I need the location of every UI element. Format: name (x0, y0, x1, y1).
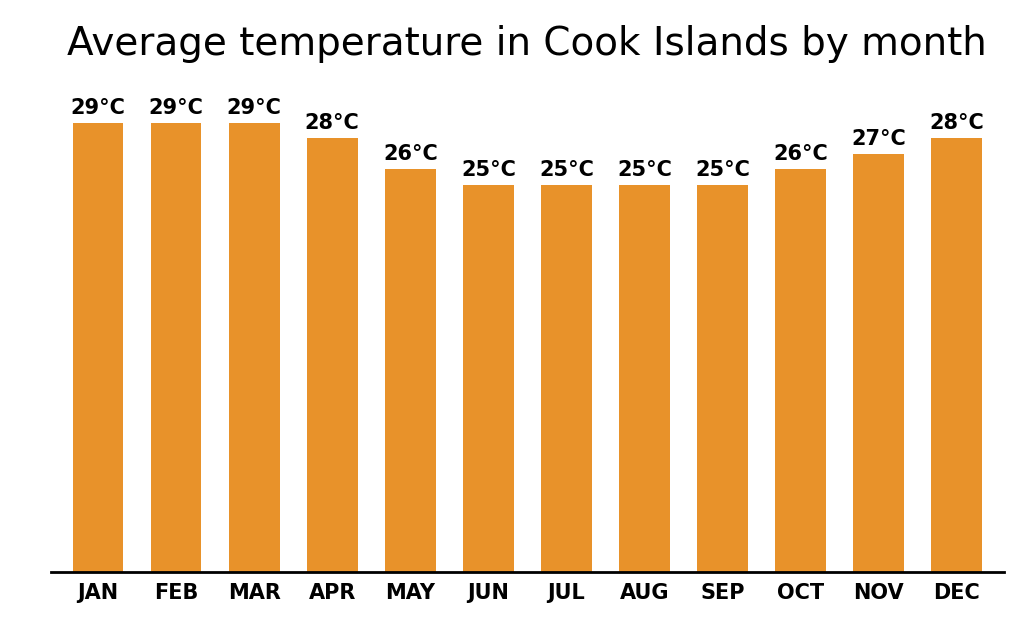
Text: 26°C: 26°C (383, 144, 437, 164)
Bar (541, 185, 592, 572)
Text: 25°C: 25°C (617, 160, 672, 180)
Bar (151, 123, 202, 572)
Text: 28°C: 28°C (305, 114, 359, 133)
Text: 29°C: 29°C (71, 98, 126, 118)
Bar (931, 138, 982, 572)
Text: 28°C: 28°C (930, 114, 984, 133)
Bar (228, 123, 280, 572)
Text: 25°C: 25°C (461, 160, 516, 180)
Bar (853, 154, 904, 572)
Text: 25°C: 25°C (539, 160, 594, 180)
Text: 29°C: 29°C (148, 98, 204, 118)
Text: 26°C: 26°C (773, 144, 828, 164)
Bar (697, 185, 748, 572)
Text: 29°C: 29°C (226, 98, 282, 118)
Text: 27°C: 27°C (851, 129, 906, 149)
Title: Average temperature in Cook Islands by month: Average temperature in Cook Islands by m… (68, 25, 987, 64)
Bar (620, 185, 670, 572)
Bar (463, 185, 514, 572)
Bar (385, 169, 435, 572)
Bar (307, 138, 357, 572)
Bar (775, 169, 826, 572)
Text: 25°C: 25°C (695, 160, 750, 180)
Bar (73, 123, 124, 572)
